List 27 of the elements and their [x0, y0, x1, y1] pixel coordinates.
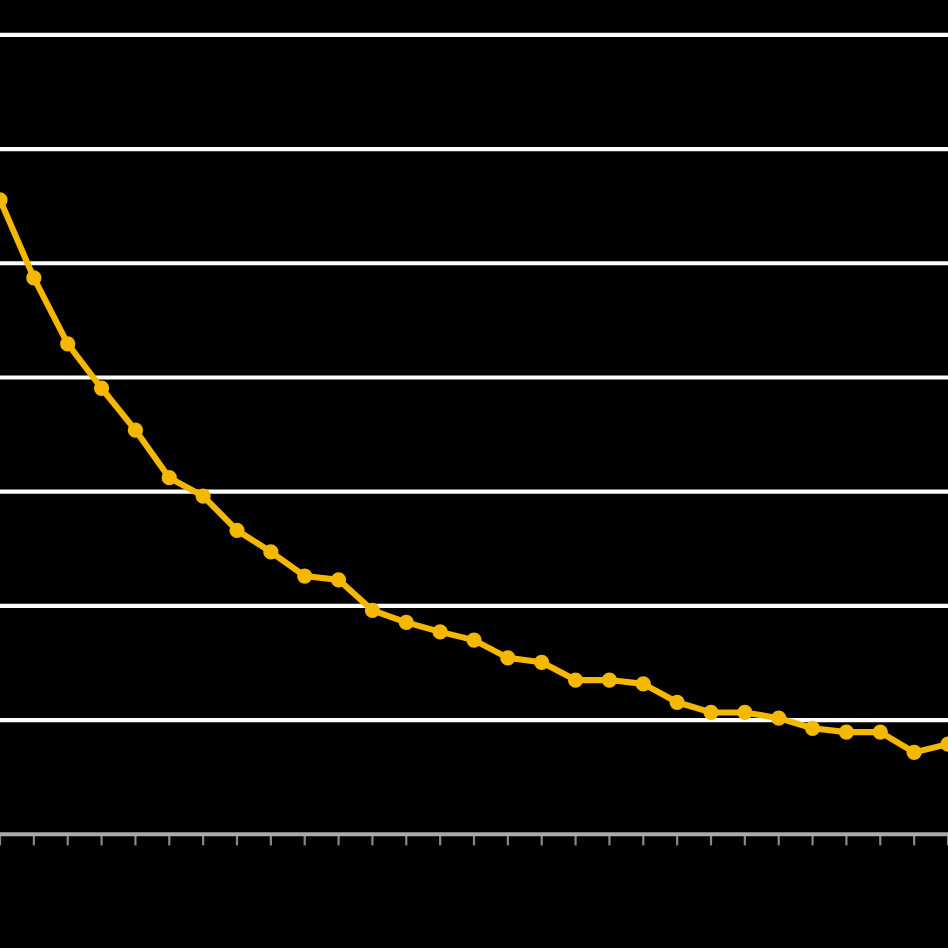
point	[364, 602, 381, 618]
point	[398, 614, 414, 630]
point	[263, 544, 279, 560]
point	[872, 724, 888, 740]
point	[838, 724, 855, 740]
point	[297, 568, 313, 584]
point	[161, 470, 177, 486]
point	[635, 676, 651, 692]
point	[330, 572, 347, 588]
point	[127, 422, 144, 438]
point	[703, 704, 719, 721]
point	[466, 632, 482, 648]
point	[601, 672, 618, 688]
point	[500, 650, 516, 666]
point	[804, 720, 821, 736]
point	[737, 704, 753, 721]
point	[432, 624, 448, 640]
point	[93, 380, 110, 396]
point	[771, 710, 787, 726]
point	[60, 336, 76, 352]
point	[567, 672, 584, 688]
point	[534, 654, 550, 670]
point	[26, 270, 42, 286]
point	[669, 694, 685, 710]
point	[906, 744, 922, 761]
point	[195, 488, 211, 504]
point	[229, 522, 245, 538]
